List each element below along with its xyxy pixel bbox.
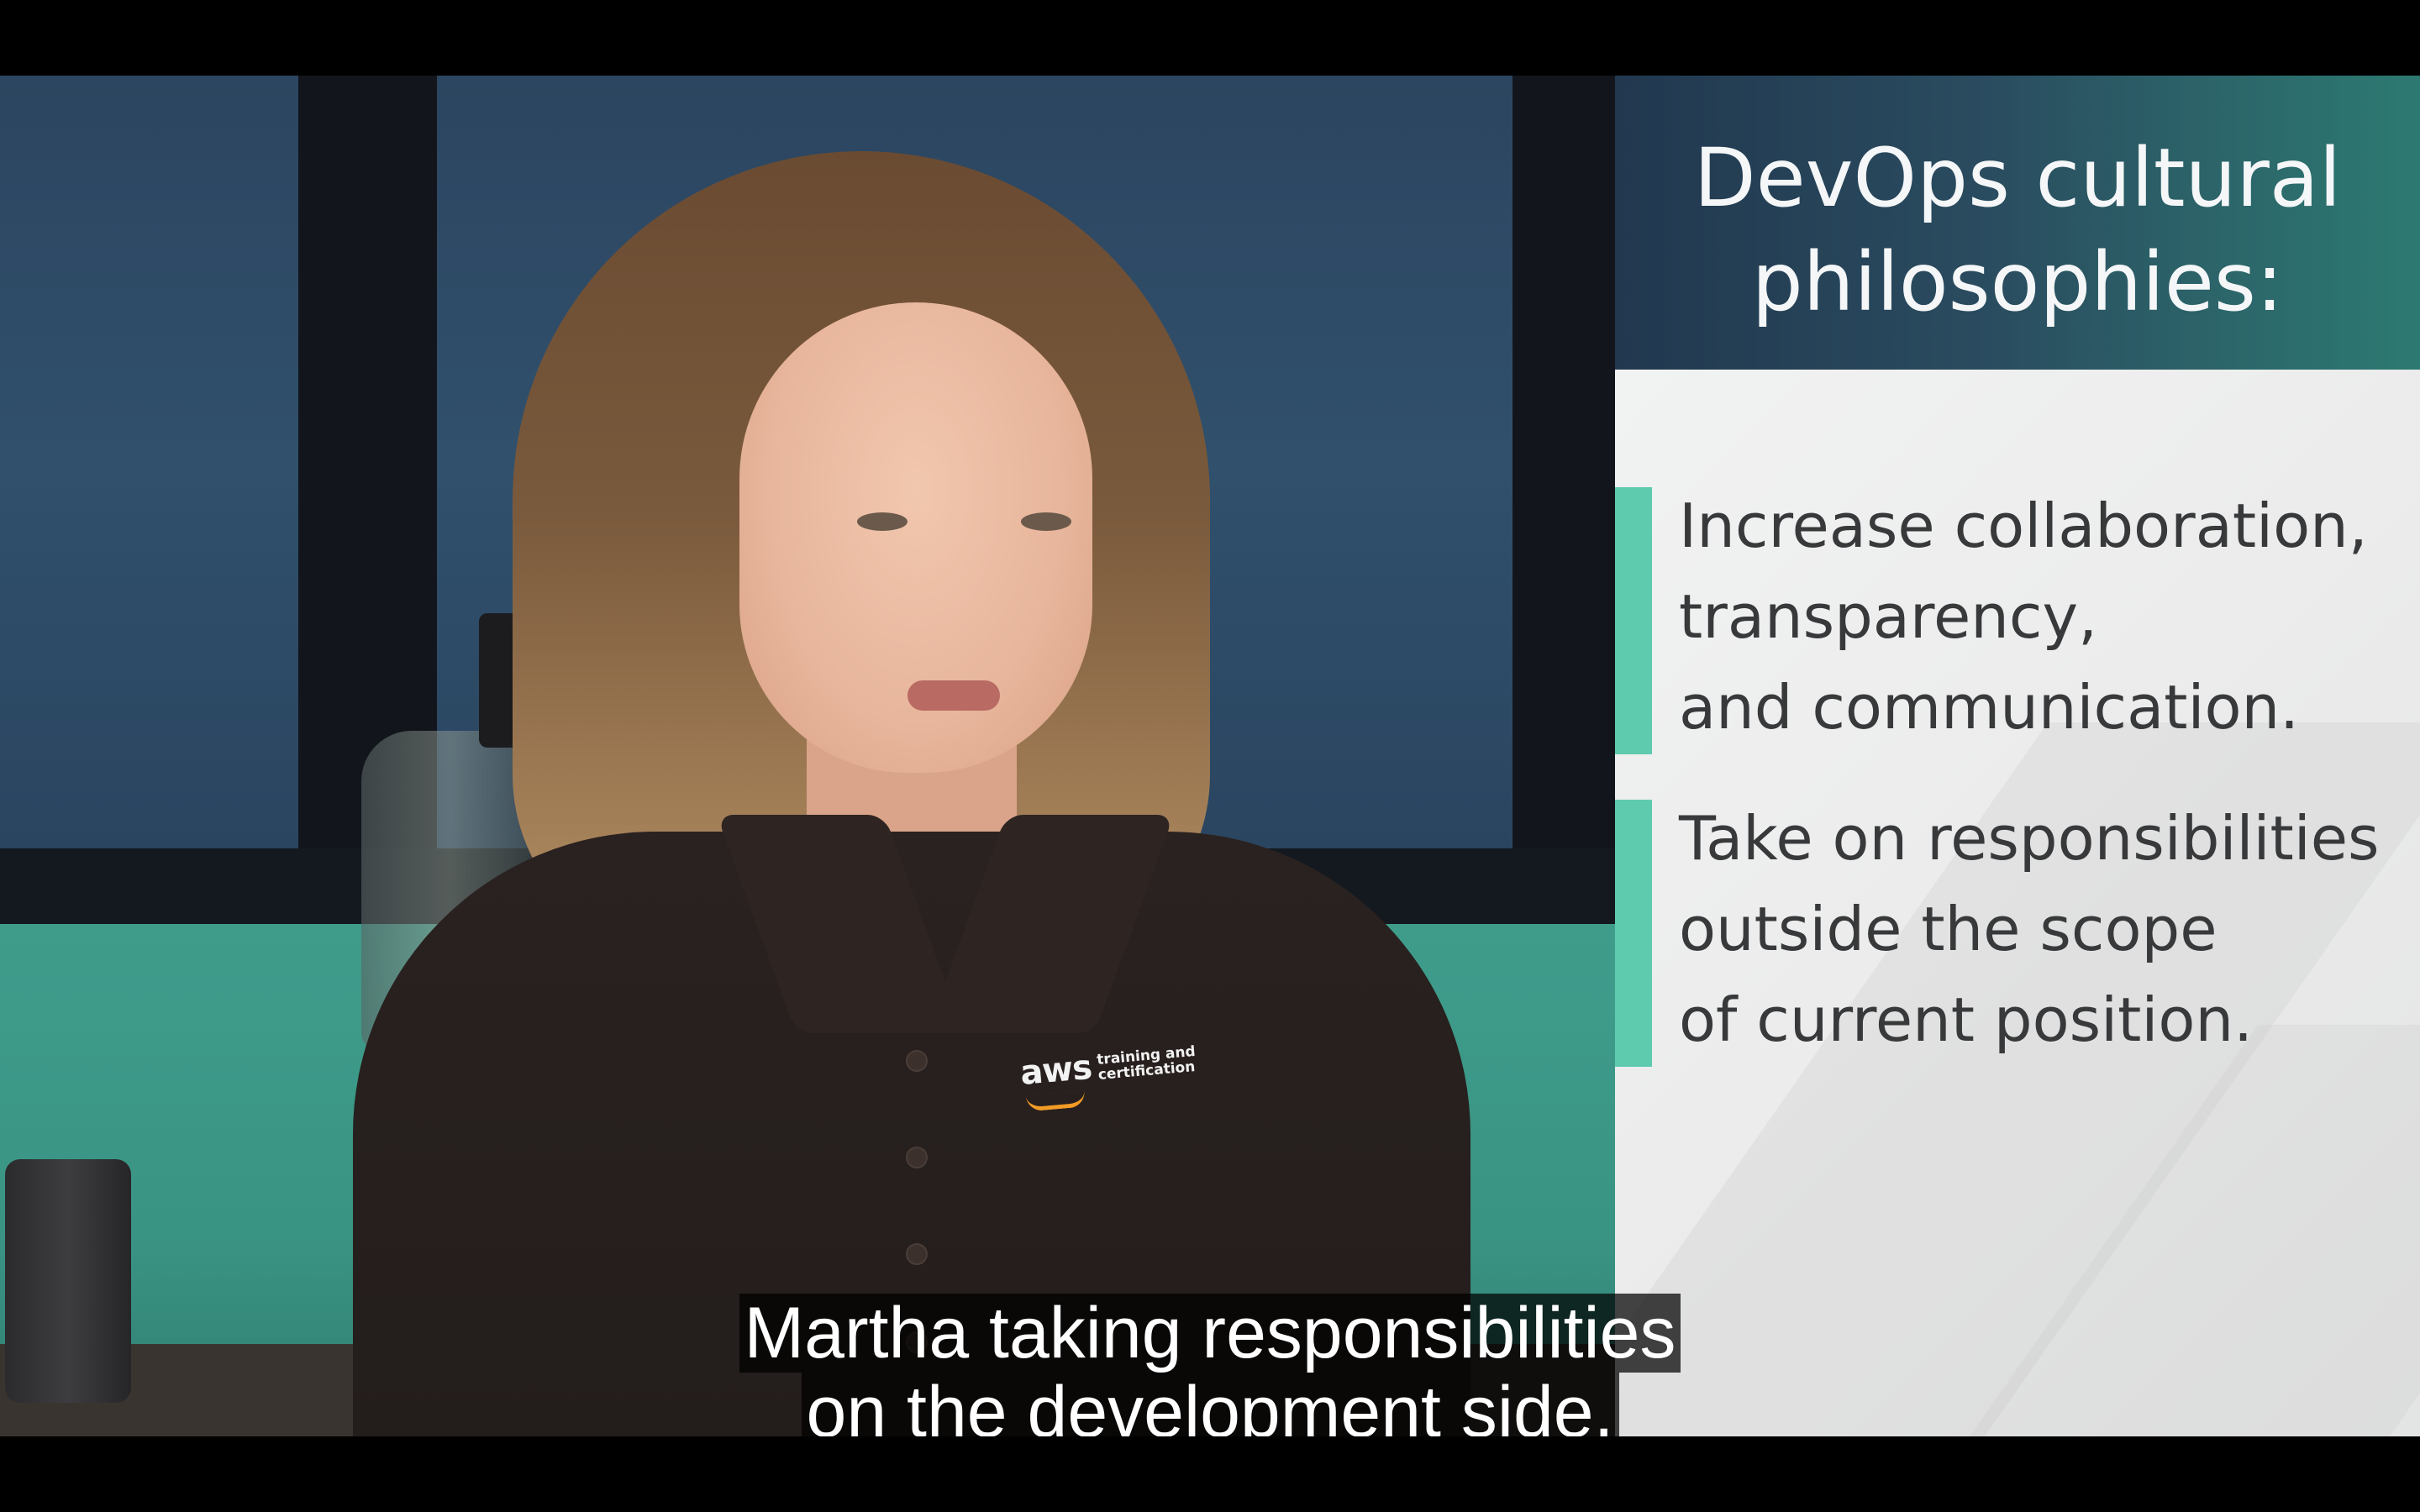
bullet-line: Take on responsibilities	[1679, 803, 2380, 874]
video-scene: aws training and certification	[0, 76, 1615, 1436]
bullet-accent-bar	[1615, 487, 1652, 754]
smart-speaker	[5, 1159, 131, 1403]
bullet-line: of current position.	[1679, 984, 2253, 1055]
shirt-button	[906, 1147, 928, 1168]
slide-header: DevOps cultural philosophies:	[1615, 76, 2420, 370]
bullet-accent-bar	[1615, 800, 1652, 1067]
presenter-mouth	[908, 680, 1000, 711]
slide-panel: DevOps cultural philosophies: Increase c…	[1615, 76, 2420, 1436]
shirt-button	[906, 1050, 928, 1072]
bullet-line: and communication.	[1679, 672, 2300, 743]
caption-line: on the development side,	[801, 1373, 1619, 1436]
slide-title: DevOps cultural philosophies:	[1615, 126, 2420, 334]
presenter-eye	[1021, 512, 1071, 531]
shirt-button	[906, 1243, 928, 1265]
window-pane-left	[0, 76, 298, 848]
slide-title-line: philosophies:	[1751, 235, 2284, 329]
aws-logo-mark: aws	[1018, 1047, 1093, 1093]
bullet-line: transparency,	[1679, 581, 2097, 652]
video-frame[interactable]: aws training and certification DevOps cu…	[0, 76, 2420, 1436]
subtitle-captions: Martha taking responsibilities on the de…	[0, 1294, 2420, 1436]
window-frame	[1512, 76, 1615, 932]
bullet-text: Increase collaboration, transparency, an…	[1679, 480, 2418, 753]
presenter-eye	[857, 512, 908, 531]
bullet-text: Take on responsibilities outside the sco…	[1679, 793, 2418, 1065]
bullet-line: Increase collaboration,	[1679, 491, 2368, 561]
slide-title-line: DevOps cultural	[1693, 131, 2342, 225]
letterbox-top	[0, 0, 2420, 76]
caption-line: Martha taking responsibilities	[739, 1294, 1681, 1373]
letterbox-bottom	[0, 1436, 2420, 1512]
slide-body	[1615, 370, 2420, 1436]
bullet-line: outside the scope	[1679, 894, 2217, 964]
